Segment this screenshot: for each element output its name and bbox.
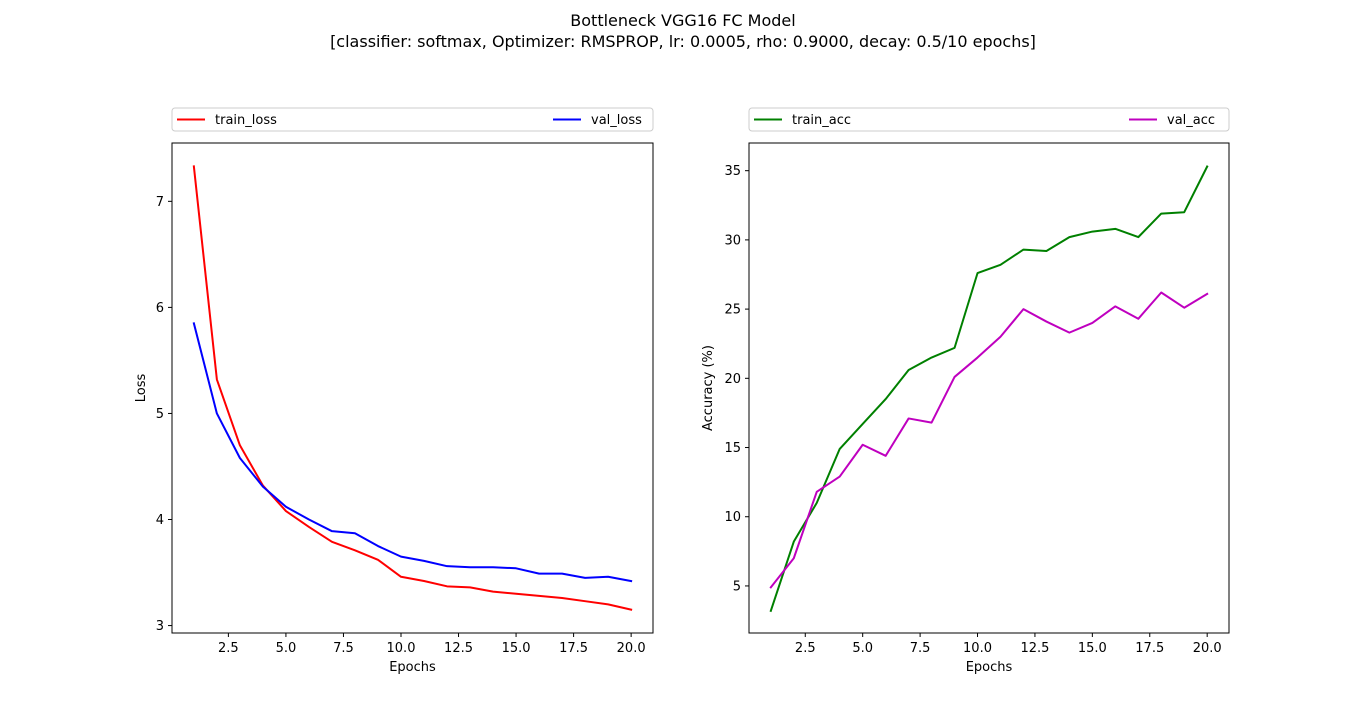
series-line-train-acc xyxy=(769,165,1209,613)
x-tick-label: 10.0 xyxy=(387,641,416,656)
x-tick-label: 12.5 xyxy=(444,641,473,656)
y-tick-label: 5 xyxy=(156,407,164,422)
x-tick-label: 2.5 xyxy=(795,641,816,656)
series-line-train-loss xyxy=(192,165,633,611)
legend-label: train_loss xyxy=(215,113,277,128)
figure-title: Bottleneck VGG16 FC Model [classifier: s… xyxy=(0,10,1366,52)
y-tick-label: 20 xyxy=(724,372,741,387)
y-tick-label: 15 xyxy=(724,441,741,456)
chart-2: 2.5 5.0 7.5 10.0 12.5 15.0 17.5 20.0 5 10 15 20 25 30… xyxy=(701,107,1230,675)
series-line-val-loss xyxy=(192,322,633,583)
x-tick-label: 20.0 xyxy=(1193,641,1222,656)
x-tick-label: 12.5 xyxy=(1020,641,1049,656)
chart-1: 2.5 5.0 7.5 10.0 12.5 15.0 17.5 20.0 3 4 5 6 7 Epochs… xyxy=(134,107,654,675)
x-tick-label: 5.0 xyxy=(852,641,873,656)
y-tick-label: 6 xyxy=(156,301,164,316)
y-tick-label: 5 xyxy=(733,579,741,594)
y-tick-label: 4 xyxy=(156,513,164,528)
x-tick-label: 15.0 xyxy=(502,641,531,656)
y-axis-label: Loss xyxy=(134,374,149,403)
axes-frame xyxy=(171,142,654,634)
y-tick-label: 10 xyxy=(724,510,741,525)
x-tick-label: 17.5 xyxy=(1135,641,1164,656)
legend-box xyxy=(171,107,654,132)
y-tick-label: 25 xyxy=(724,303,741,318)
x-tick-label: 20.0 xyxy=(617,641,646,656)
x-tick-label: 17.5 xyxy=(559,641,588,656)
x-axis-label: Epochs xyxy=(966,660,1013,675)
y-tick-label: 35 xyxy=(724,164,741,179)
x-axis-label: Epochs xyxy=(389,660,436,675)
x-tick-label: 2.5 xyxy=(218,641,239,656)
x-tick-label: 5.0 xyxy=(276,641,297,656)
legend-box xyxy=(748,107,1230,132)
figure-title-line1: Bottleneck VGG16 FC Model xyxy=(570,11,796,30)
series-line-val-acc xyxy=(769,291,1209,589)
y-tick-label: 3 xyxy=(156,619,164,634)
legend-label: val_acc xyxy=(1167,113,1215,128)
legend: train_loss val_loss xyxy=(171,107,654,132)
y-tick-label: 7 xyxy=(156,195,164,210)
legend-label: train_acc xyxy=(792,113,851,128)
y-tick-label: 30 xyxy=(724,233,741,248)
x-tick-label: 7.5 xyxy=(910,641,931,656)
figure-title-line2: [classifier: softmax, Optimizer: RMSPROP… xyxy=(330,32,1036,51)
y-axis-label: Accuracy (%) xyxy=(701,345,716,431)
x-tick-label: 15.0 xyxy=(1078,641,1107,656)
x-tick-label: 10.0 xyxy=(963,641,992,656)
legend: train_acc val_acc xyxy=(748,107,1230,132)
legend-label: val_loss xyxy=(591,113,642,128)
x-tick-label: 7.5 xyxy=(333,641,354,656)
axes-frame xyxy=(748,142,1230,634)
